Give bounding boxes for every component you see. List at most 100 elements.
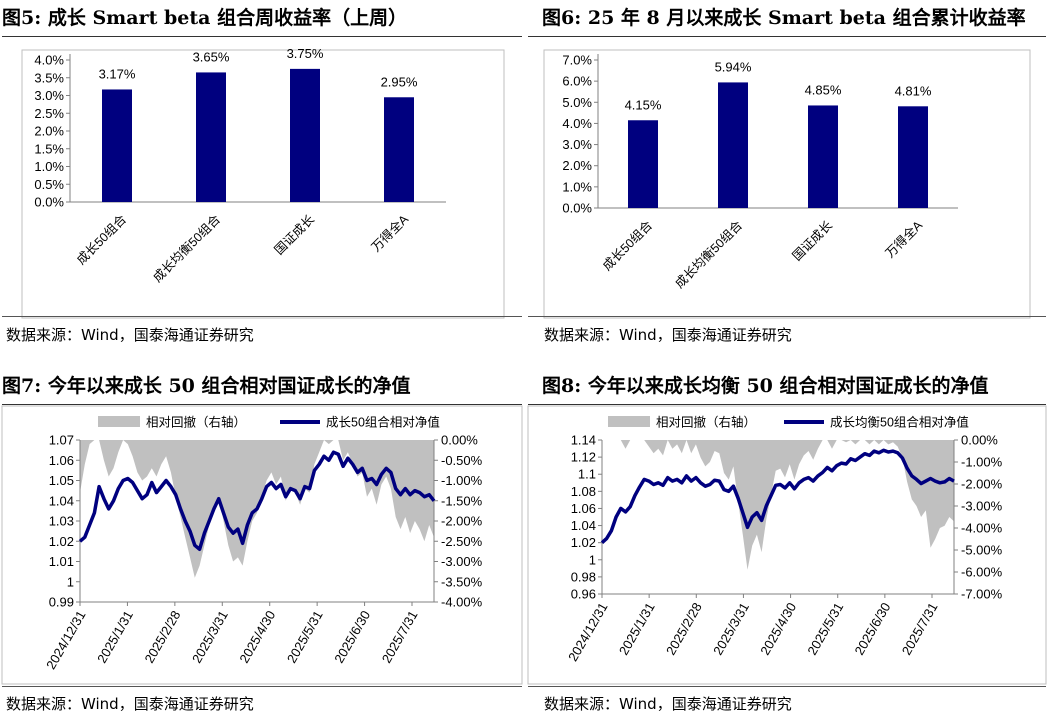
y-left-tick-label: 1.08 xyxy=(571,484,596,499)
x-tick-label: 2025/5/31 xyxy=(284,608,326,666)
x-category-label: 成长均衡50组合 xyxy=(672,217,746,291)
x-tick-label: 2025/7/31 xyxy=(899,600,941,658)
y-tick-label: 2.5% xyxy=(34,106,64,121)
panel-title: 图5: 成长 Smart beta 组合周收益率（上周） xyxy=(2,7,408,29)
y-left-tick-label: 1.14 xyxy=(571,433,596,448)
y-tick-label: 3.5% xyxy=(34,70,64,85)
source-note: 数据来源：Wind，国泰海通证券研究 xyxy=(544,326,792,344)
panel-fig8: 图8: 今年以来成长均衡 50 组合相对国证成长的净值 相对回撤（右轴） 成长均衡… xyxy=(527,368,1047,719)
x-tick-label: 2025/6/30 xyxy=(852,600,894,658)
y-left-tick-label: 1.06 xyxy=(571,501,596,516)
y-tick-label: 0.5% xyxy=(34,177,64,192)
y-left-tick-label: 0.99 xyxy=(49,595,74,610)
y-tick-label: 1.0% xyxy=(562,179,592,194)
x-category-label: 万得全A xyxy=(882,217,925,260)
x-tick-label: 2025/3/31 xyxy=(189,608,231,666)
y-left-tick-label: 1.02 xyxy=(49,534,74,549)
legend-label-drawdown: 相对回撤（右轴） xyxy=(146,415,246,430)
bar xyxy=(808,105,838,208)
bar xyxy=(718,82,748,208)
panel-fig7: 图7: 今年以来成长 50 组合相对国证成长的净值 相对回撤（右轴） 成长50组合… xyxy=(1,368,523,719)
y-tick-label: 0.0% xyxy=(562,201,592,216)
y-left-tick-label: 1.02 xyxy=(571,535,596,550)
legend-swatch-drawdown xyxy=(98,416,140,427)
y-left-tick-label: 1.04 xyxy=(49,493,74,508)
y-right-tick-label: -3.50% xyxy=(441,574,483,589)
x-tick-label: 2025/1/31 xyxy=(94,608,136,666)
x-tick-label: 2025/1/31 xyxy=(616,600,658,658)
bar xyxy=(384,97,414,202)
y-left-tick-label: 1.01 xyxy=(49,554,74,569)
x-category-label: 成长50组合 xyxy=(73,211,129,267)
source-note: 数据来源：Wind，国泰海通证券研究 xyxy=(6,695,254,713)
source-rule xyxy=(2,316,522,317)
y-left-tick-label: 1 xyxy=(589,552,596,567)
y-right-tick-label: -6.00% xyxy=(961,565,1003,580)
line-chart-fig8: 相对回撤（右轴） 成长均衡50组合相对净值 0.96 0.98 1 1.02 1.04 1.0… xyxy=(527,405,1047,685)
bar-data-label: 5.94% xyxy=(715,59,752,74)
y-tick-label: 2.0% xyxy=(562,158,592,173)
bar-data-label: 3.17% xyxy=(99,66,136,81)
y-right-tick-label: -3.00% xyxy=(961,499,1003,514)
y-right-tick-label: -7.00% xyxy=(961,587,1003,602)
y-right-tick-label: 0.00% xyxy=(441,433,478,448)
y-tick-label: 0.0% xyxy=(34,195,64,210)
y-right-tick-label: -4.00% xyxy=(961,521,1003,536)
plot-frame xyxy=(527,405,1047,685)
panel-title: 图7: 今年以来成长 50 组合相对国证成长的净值 xyxy=(2,375,411,397)
source-note: 数据来源：Wind，国泰海通证券研究 xyxy=(544,695,792,713)
y-left-tick-label: 0.96 xyxy=(571,587,596,602)
y-left-tick-label: 0.98 xyxy=(571,569,596,584)
y-right-tick-label: -1.00% xyxy=(441,473,483,488)
x-tick-label: 2025/7/31 xyxy=(379,608,421,666)
y-right-tick-label: -0.50% xyxy=(441,453,483,468)
y-left-tick-label: 1 xyxy=(67,574,74,589)
y-right-tick-label: 0.00% xyxy=(961,433,998,448)
y-tick-label: 4.0% xyxy=(562,116,592,131)
y-tick-label: 2.0% xyxy=(34,124,64,139)
y-left-tick-label: 1.1 xyxy=(578,467,596,482)
plot-frame xyxy=(543,49,1031,319)
panel-fig6: 图6: 25 年 8 月以来成长 Smart beta 组合累计收益率 0.0%… xyxy=(528,0,1046,360)
x-tick-label: 2025/2/28 xyxy=(142,608,184,666)
legend-swatch-drawdown xyxy=(608,416,650,427)
bar-data-label: 3.65% xyxy=(193,49,230,64)
bar xyxy=(196,72,226,202)
nav-line xyxy=(78,450,436,552)
x-tick-label: 2024/12/31 xyxy=(43,608,89,672)
y-tick-label: 5.0% xyxy=(562,95,592,110)
y-tick-label: 6.0% xyxy=(562,74,592,89)
bar-chart-fig5: 0.0% 0.5% 1.0% 1.5% 2.0% 2.5% 3.0% 3.5% 4.0% 3.17… xyxy=(21,46,505,319)
y-right-tick-label: -1.00% xyxy=(961,455,1003,470)
plot-frame xyxy=(1,405,523,685)
source-rule xyxy=(2,686,522,687)
legend-label-nav: 成长50组合相对净值 xyxy=(326,415,440,430)
x-tick-label: 2025/4/30 xyxy=(236,608,278,666)
y-left-tick-label: 1.04 xyxy=(571,518,596,533)
x-category-label: 万得全A xyxy=(368,211,411,254)
panel-title: 图8: 今年以来成长均衡 50 组合相对国证成长的净值 xyxy=(542,375,989,397)
x-tick-label: 2025/5/31 xyxy=(804,600,846,658)
title-rule xyxy=(2,404,522,405)
y-tick-label: 1.0% xyxy=(34,159,64,174)
y-left-tick-label: 1.07 xyxy=(49,433,74,448)
x-tick-label: 2025/4/30 xyxy=(757,600,799,658)
y-tick-label: 1.5% xyxy=(34,141,64,156)
drawdown-area xyxy=(602,440,954,570)
x-tick-label: 2024/12/31 xyxy=(565,600,611,664)
bar xyxy=(102,89,132,202)
y-right-tick-label: -1.50% xyxy=(441,493,483,508)
source-rule xyxy=(528,686,1046,687)
bar xyxy=(290,68,320,202)
bar-chart-fig6: 0.0% 1.0% 2.0% 3.0% 4.0% 5.0% 6.0% 7.0% 4.15% 成长5… xyxy=(543,49,1031,319)
bar-data-label: 2.95% xyxy=(381,74,418,89)
bar-data-label: 4.85% xyxy=(805,82,842,97)
y-left-tick-label: 1.03 xyxy=(49,514,74,529)
y-right-tick-label: -3.00% xyxy=(441,554,483,569)
bar-data-label: 4.81% xyxy=(895,83,932,98)
y-left-tick-label: 1.05 xyxy=(49,473,74,488)
plot-frame xyxy=(21,49,505,319)
y-right-tick-label: -5.00% xyxy=(961,543,1003,558)
source-rule xyxy=(528,316,1046,317)
panel-title: 图6: 25 年 8 月以来成长 Smart beta 组合累计收益率 xyxy=(542,7,1026,29)
